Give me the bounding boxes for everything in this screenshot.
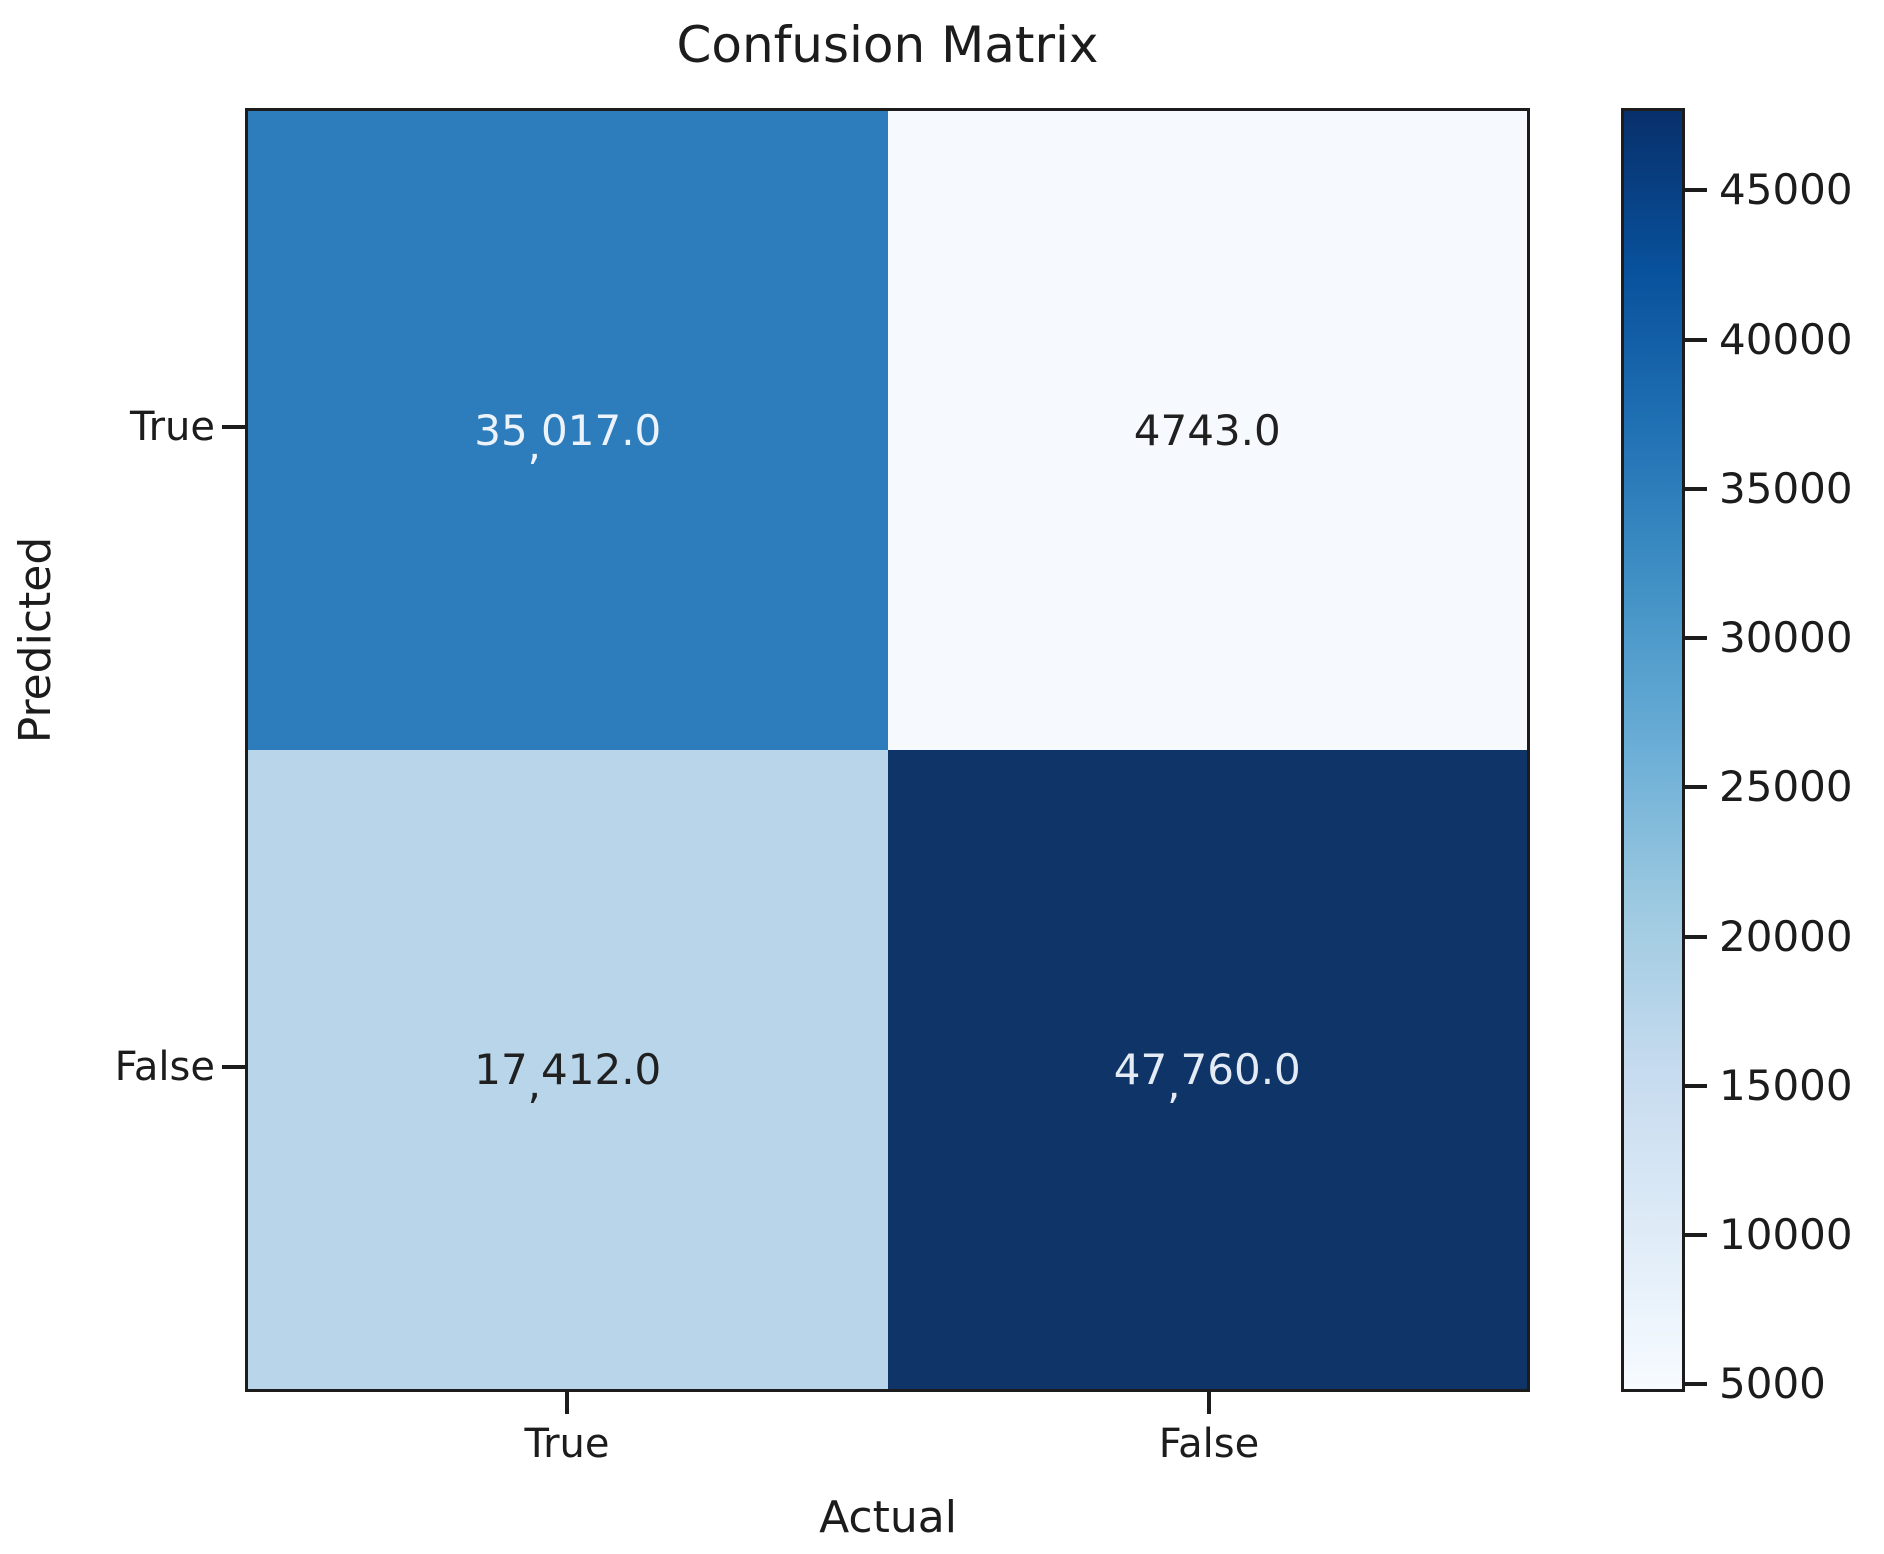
colorbar-ticks: 5000 10000 15000 20000 25000 30000 35000…	[1685, 108, 1884, 1405]
x-axis-label: Actual	[819, 1492, 957, 1543]
colorbar-tick-mark	[1685, 785, 1707, 790]
colorbar-tick-label: 30000	[1719, 613, 1853, 663]
colorbar-gradient	[1624, 111, 1682, 1389]
chart-title: Confusion Matrix	[676, 16, 1099, 74]
colorbar-tick-label: 25000	[1719, 762, 1853, 812]
colorbar-tick-mark	[1685, 486, 1707, 491]
colorbar-tick-label: 10000	[1719, 1210, 1853, 1260]
colorbar-tick-label: 45000	[1719, 165, 1853, 215]
x-tick-mark	[565, 1392, 569, 1414]
colorbar-tick-mark	[1685, 934, 1707, 939]
y-tick-mark	[222, 425, 245, 429]
cell-value-pre: 35	[474, 406, 528, 455]
cell-value-comma: ,	[527, 420, 542, 470]
heatmap-cell: 35,017.0	[248, 111, 888, 750]
heatmap-plot: 35,017.0 4743.0 17,412.0 47,760.0	[245, 108, 1530, 1392]
heatmap-cell: 17,412.0	[248, 750, 888, 1389]
colorbar-tick-mark	[1685, 636, 1707, 641]
heatmap-cell: 4743.0	[887, 111, 1527, 750]
cell-value: 35,017.0	[474, 406, 662, 469]
colorbar	[1621, 108, 1685, 1392]
y-tick-label-false: False	[114, 1044, 215, 1090]
cell-value: 17,412.0	[474, 1045, 662, 1108]
cell-value-pre: 47	[1113, 1045, 1168, 1094]
cell-value-pre: 17	[474, 1045, 528, 1094]
colorbar-tick-mark	[1685, 337, 1707, 342]
colorbar-tick-mark	[1685, 1083, 1707, 1088]
cell-value-comma: ,	[527, 1059, 542, 1109]
heatmap-cell: 47,760.0	[887, 750, 1527, 1389]
cell-value: 4743.0	[1134, 406, 1281, 455]
cell-value-post: 760.0	[1180, 1045, 1301, 1094]
colorbar-tick-label: 20000	[1719, 911, 1853, 961]
cell-value-pre: 4743.0	[1133, 406, 1281, 455]
heatmap-cells: 35,017.0 4743.0 17,412.0 47,760.0	[248, 111, 1527, 1389]
colorbar-tick-label: 5000	[1719, 1359, 1826, 1409]
x-tick-mark	[1207, 1392, 1211, 1414]
colorbar-tick-mark	[1685, 1233, 1707, 1238]
y-tick-label-true: True	[130, 404, 215, 450]
colorbar-tick-label: 15000	[1719, 1060, 1853, 1110]
y-tick-mark	[222, 1065, 245, 1069]
x-tick-label-false: False	[1158, 1421, 1260, 1467]
colorbar-tick-mark	[1685, 1382, 1707, 1387]
x-tick-label-true: True	[524, 1421, 610, 1467]
cell-value-comma: ,	[1167, 1059, 1181, 1109]
y-axis-label: Predicted	[10, 536, 61, 744]
cell-value-post: 017.0	[541, 406, 662, 455]
colorbar-tick-label: 40000	[1719, 314, 1853, 364]
cell-value: 47,760.0	[1113, 1045, 1301, 1108]
cell-value-post: 412.0	[541, 1045, 662, 1094]
colorbar-tick-mark	[1685, 188, 1707, 193]
colorbar-tick-label: 35000	[1719, 463, 1853, 513]
